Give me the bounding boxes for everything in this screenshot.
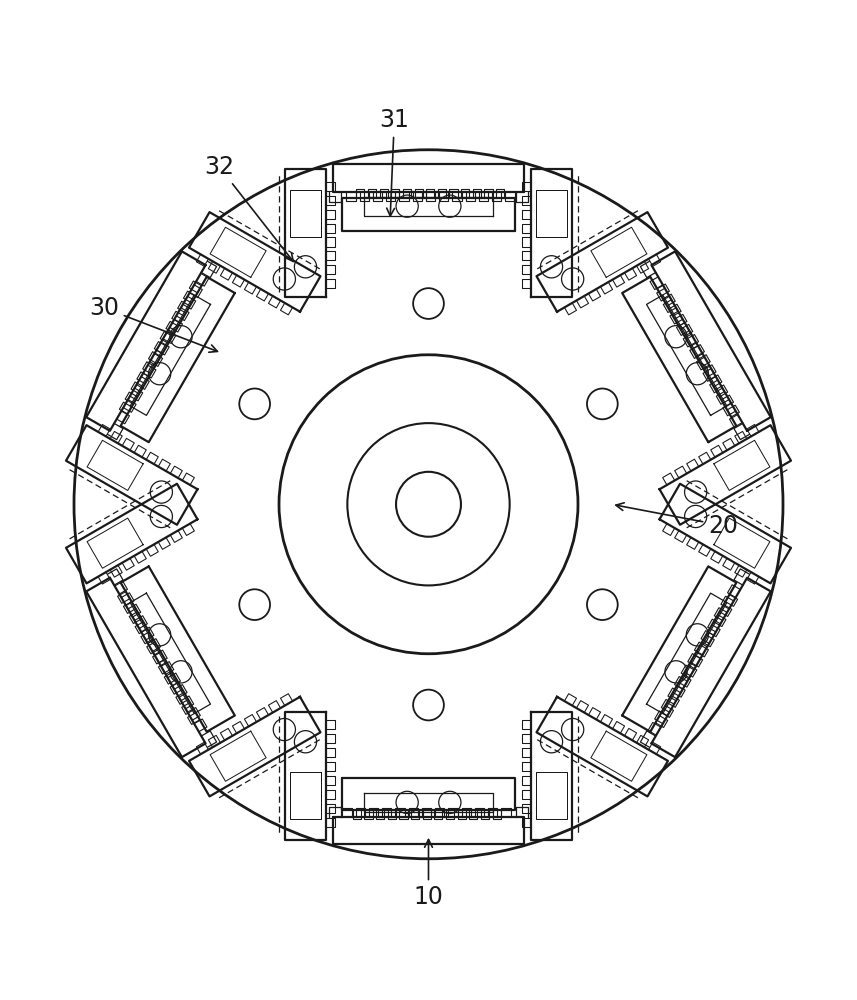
Text: 30: 30 bbox=[89, 296, 218, 352]
Text: 32: 32 bbox=[204, 155, 293, 261]
Text: 31: 31 bbox=[380, 108, 410, 216]
Text: 20: 20 bbox=[616, 503, 738, 538]
Text: 10: 10 bbox=[414, 839, 443, 909]
